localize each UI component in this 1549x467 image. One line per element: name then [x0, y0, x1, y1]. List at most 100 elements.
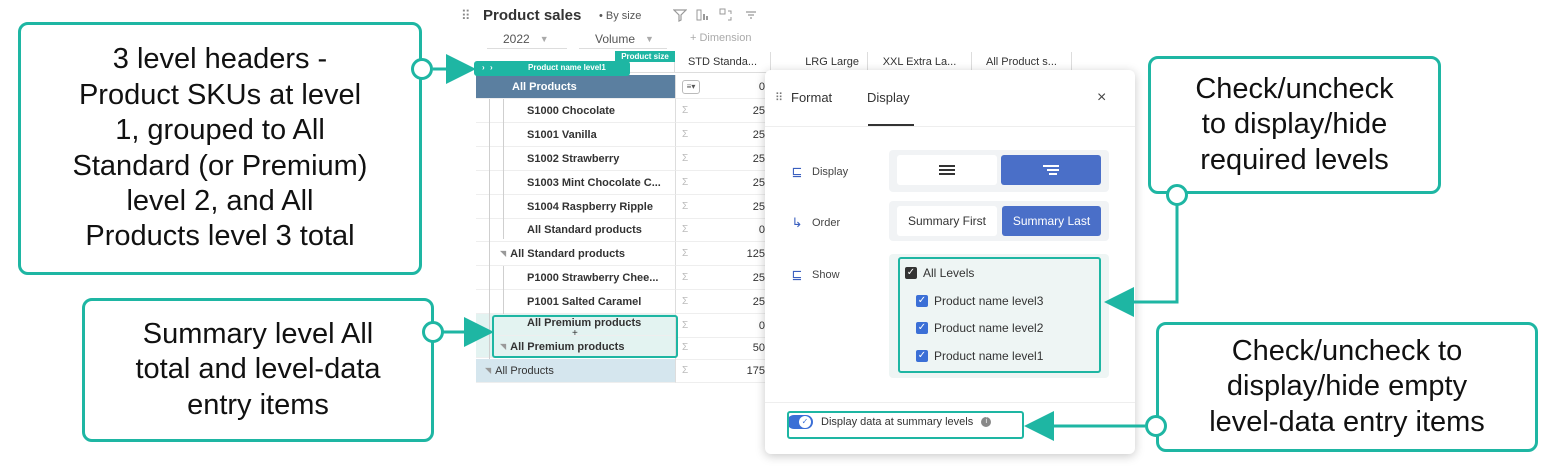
table-cell[interactable]: Σ 175 — [675, 359, 771, 383]
sigma-icon: Σ — [682, 201, 689, 212]
arrow-return-icon: ↳ — [791, 215, 803, 230]
table-row[interactable]: S1003 Mint Chocolate C... — [476, 171, 675, 195]
checkbox-level2[interactable]: ✓ Product name level2 — [916, 321, 1043, 335]
show-row-label: ⊑ Show — [790, 267, 840, 283]
year-filter-value: 2022 — [503, 31, 530, 46]
table-cell[interactable]: ≡▾ 0 — [675, 75, 771, 99]
table-row[interactable]: S1001 Vanilla — [476, 123, 675, 147]
sigma-icon: Σ — [682, 153, 689, 164]
sigma-icon: Σ — [682, 224, 689, 235]
sort-icon[interactable]: ≡▾ — [682, 79, 700, 94]
table-cell[interactable]: Σ 25 — [675, 266, 771, 290]
table-row[interactable]: S1002 Strawberry — [476, 147, 675, 171]
checkbox-label: Product name level3 — [934, 294, 1044, 308]
sort-icon[interactable] — [744, 8, 758, 22]
row-label: All Products — [495, 364, 554, 377]
flat-view-button[interactable] — [897, 155, 997, 185]
add-dimension-button[interactable]: + Dimension — [690, 32, 752, 44]
checkbox-level1[interactable]: ✓ Product name level1 — [916, 349, 1043, 363]
column-header[interactable]: STD Standa... — [675, 52, 771, 73]
table-cell[interactable]: Σ 25 — [675, 171, 771, 195]
summary-data-toggle-row: Display data at summary levels i — [787, 415, 992, 429]
cell-value: 175 — [746, 364, 765, 377]
sigma-icon: Σ — [682, 296, 689, 307]
sigma-icon: Σ — [682, 272, 689, 283]
tree-view-button[interactable] — [1001, 155, 1101, 185]
tab-format[interactable]: Format — [791, 90, 833, 105]
callout-check-levels: Check/uncheck to display/hide required l… — [1148, 56, 1441, 194]
table-cell[interactable]: Σ 25 — [675, 99, 771, 123]
data-grid: Product size › › Product name level1 STD… — [476, 51, 1076, 384]
summary-last-button[interactable]: Summary Last — [1002, 206, 1101, 236]
divider — [765, 126, 1135, 127]
cell-value: 25 — [752, 200, 765, 213]
expand-icon[interactable]: › — [482, 63, 485, 72]
level-header[interactable]: › › Product name level1 — [476, 62, 628, 74]
callout-check-empty: Check/uncheck to display/hide empty leve… — [1156, 322, 1538, 452]
connector-dot — [1145, 415, 1167, 437]
table-row[interactable]: ◥ All Standard products — [476, 242, 675, 266]
check-icon: ✓ — [916, 322, 928, 334]
table-row-header[interactable]: All Products — [476, 75, 675, 99]
pivot-icon[interactable] — [719, 8, 733, 22]
table-row[interactable]: P1000 Strawberry Chee... — [476, 266, 675, 290]
callout-text: 3 level headers - Product SKUs at level … — [72, 43, 368, 253]
cell-value: 25 — [752, 104, 765, 117]
sigma-icon: Σ — [682, 177, 689, 188]
page-subtitle: • By size — [599, 10, 642, 22]
table-cell[interactable]: Σ 125 — [675, 242, 771, 266]
volume-filter-value: Volume — [595, 31, 636, 46]
filter-icon[interactable] — [672, 8, 688, 22]
collapse-icon[interactable]: ◥ — [500, 249, 507, 258]
table-row[interactable]: All Premium products — [476, 314, 675, 336]
connector-dot — [411, 58, 433, 80]
summary-data-toggle[interactable] — [787, 415, 813, 429]
collapse-icon[interactable]: ◥ — [500, 342, 507, 351]
year-filter[interactable]: 2022 ▼ — [487, 29, 567, 49]
check-icon: ✓ — [916, 350, 928, 362]
table-cell[interactable]: Σ 50 — [675, 336, 771, 360]
checkbox-label: Product name level2 — [934, 321, 1044, 335]
expand-icon[interactable]: › — [490, 63, 493, 72]
summary-first-button[interactable]: Summary First — [897, 206, 997, 236]
table-row[interactable]: All Standard products — [476, 218, 675, 242]
table-row[interactable]: S1000 Chocolate — [476, 99, 675, 123]
table-row[interactable]: S1004 Raspberry Ripple — [476, 195, 675, 219]
format-display-panel: ⠿ Format Display × ⊑ Display ↳ Order Sum… — [765, 70, 1135, 454]
table-cell[interactable]: Σ 25 — [675, 147, 771, 171]
table-cell[interactable]: Σ 25 — [675, 123, 771, 147]
checkbox-level3[interactable]: ✓ Product name level3 — [916, 294, 1043, 308]
hierarchy-icon: ⊑ — [791, 164, 803, 179]
chart-icon[interactable] — [696, 8, 710, 22]
table-cell[interactable]: Σ 25 — [675, 195, 771, 219]
table-cell[interactable]: Σ 25 — [675, 290, 771, 314]
sigma-icon: Σ — [682, 105, 689, 116]
display-mode-toggle — [889, 150, 1109, 192]
plus-icon: + — [572, 328, 578, 339]
volume-filter[interactable]: Volume ▼ — [579, 29, 667, 49]
level-header-label: Product name level1 — [528, 63, 606, 72]
info-icon[interactable]: i — [981, 417, 992, 427]
cell-value: 25 — [752, 271, 765, 284]
show-label: Show — [812, 269, 840, 281]
display-label: Display — [812, 166, 849, 178]
tab-display[interactable]: Display — [867, 90, 910, 105]
table-row[interactable]: P1001 Salted Caramel — [476, 290, 675, 314]
cell-value: 0 — [758, 223, 765, 236]
summary-rows-highlight — [492, 315, 678, 358]
table-row-total[interactable]: ◥ All Products — [476, 359, 675, 383]
level-header-highlight — [474, 61, 630, 76]
toggle-highlight — [787, 411, 1024, 439]
drag-handle-icon[interactable]: ⠿ — [775, 92, 784, 104]
checkbox-all-levels[interactable]: ✓ All Levels — [905, 266, 974, 280]
collapse-icon[interactable]: ◥ — [485, 366, 492, 375]
callout-level-headers: 3 level headers - Product SKUs at level … — [18, 22, 422, 275]
levels-highlight — [898, 257, 1101, 373]
drag-handle-icon[interactable]: ⠿ — [461, 8, 470, 23]
connector-dot — [422, 321, 444, 343]
sigma-icon: Σ — [682, 365, 689, 376]
close-icon[interactable]: × — [1097, 89, 1107, 106]
callout-text: Summary level All total and level-data e… — [135, 317, 381, 421]
